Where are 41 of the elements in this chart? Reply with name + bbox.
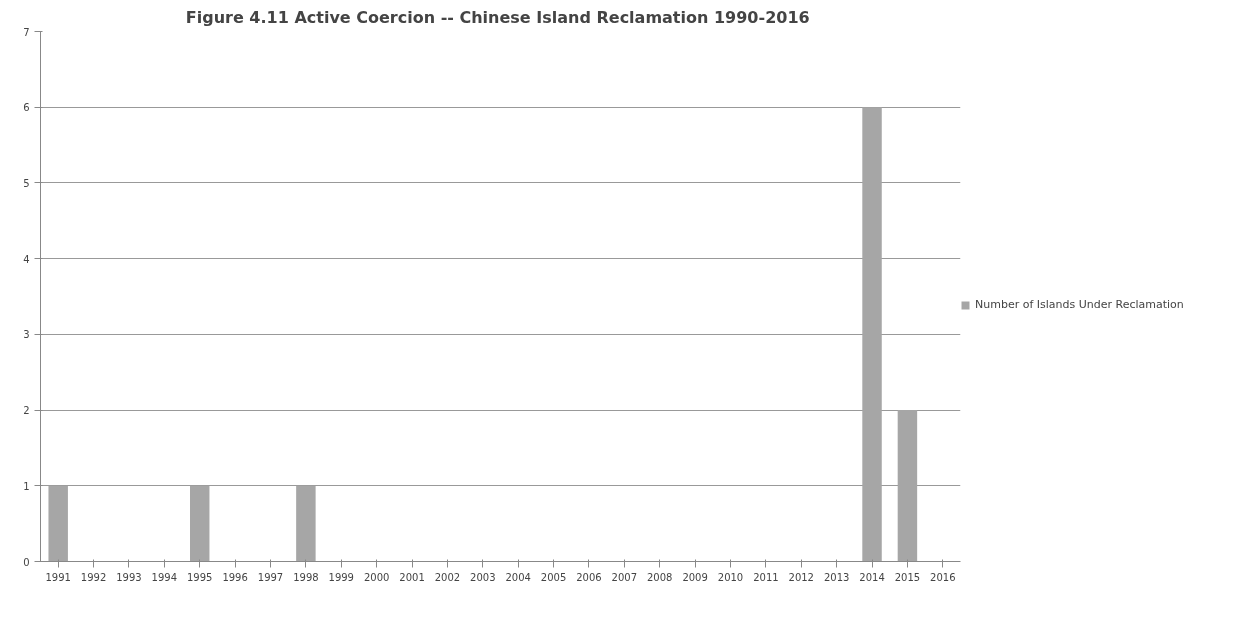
x-tick-label: 1993	[116, 571, 142, 583]
x-tick-label: 2015	[894, 571, 921, 583]
x-tick-label: 1994	[151, 571, 178, 583]
x-tick-label: 2010	[717, 571, 744, 583]
x-tick-label: 1991	[45, 571, 71, 583]
x-tick-label: 2006	[576, 571, 602, 583]
y-tick-label: 1	[23, 480, 30, 492]
x-tick-label: 2016	[930, 571, 956, 583]
x-tick-label: 1995	[187, 571, 213, 583]
bar	[190, 485, 210, 562]
x-tick-label: 2005	[540, 571, 567, 583]
y-tick-label: 3	[23, 329, 30, 341]
y-tick-label: 7	[23, 26, 30, 38]
x-tick-label: 2003	[470, 571, 496, 583]
y-tick-label: 0	[23, 556, 30, 568]
bar	[897, 410, 918, 562]
x-tick-label: 1992	[80, 571, 107, 583]
x-tick-label: 1999	[328, 571, 354, 583]
x-tick-label: 2011	[753, 571, 779, 583]
x-tick-label: 2009	[682, 571, 708, 583]
x-tick-label: 2013	[823, 571, 850, 583]
x-tick-label: 2002	[434, 571, 461, 583]
x-tick-label: 2001	[399, 571, 425, 583]
x-tick-label: 1998	[293, 571, 319, 583]
x-tick-label: 2004	[505, 571, 531, 583]
x-tick-label: 2014	[859, 571, 885, 583]
x-tick-label: 1996	[222, 571, 248, 583]
y-tick-label: 6	[23, 102, 30, 114]
y-tick-label: 2	[23, 405, 30, 417]
x-tick-label: 2012	[788, 571, 814, 583]
x-tick-label: 2000	[363, 571, 390, 583]
y-tick-label: 5	[23, 177, 30, 189]
y-tick-label: 4	[23, 253, 30, 265]
chart-title: Figure 4.11 Active Coercion -- Chinese Island Reclamation 1990-2016	[185, 7, 810, 27]
bar	[296, 485, 316, 562]
x-tick-label: 2008	[647, 571, 673, 583]
x-tick-label: 1997	[257, 571, 284, 583]
x-tick-label: 2007	[611, 571, 638, 583]
bar	[862, 107, 882, 562]
legend-label: Number of Islands Under Reclamation	[975, 298, 1184, 311]
bar	[48, 485, 68, 562]
